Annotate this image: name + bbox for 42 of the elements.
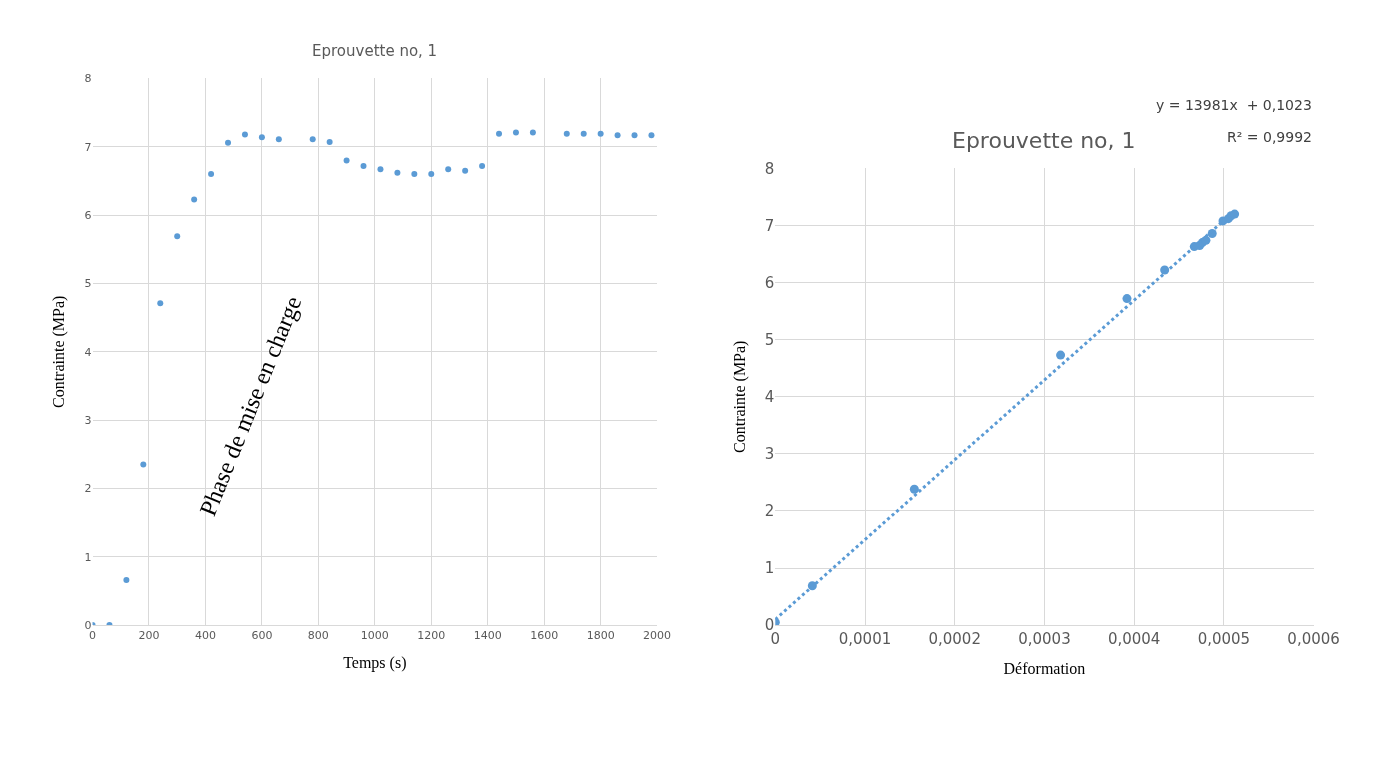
x-tick-label: 0,0001 [838, 630, 892, 649]
y-tick-label: 3 [764, 445, 775, 464]
x-tick-label: 0,0006 [1287, 630, 1340, 649]
y-tick-label: 1 [84, 550, 92, 564]
x-tick-label: 200 [138, 629, 160, 643]
x-tick-label: 600 [251, 629, 273, 643]
y-tick-label: 8 [764, 159, 775, 178]
chart-title: Eprouvette no, 1 [312, 42, 438, 60]
x-tick-label: 0,0002 [928, 630, 981, 649]
chart-title: Eprouvette no, 1 [952, 128, 1136, 153]
x-tick-label: 1800 [586, 629, 615, 643]
y-tick-label: 4 [84, 345, 92, 359]
y-tick-label: 8 [84, 72, 92, 86]
x-tick-label: 1400 [473, 629, 502, 643]
y-tick-label: 2 [764, 502, 775, 521]
y-tick-label: 4 [764, 388, 775, 407]
y-tick-label: 7 [84, 140, 92, 154]
x-tick-label: 400 [194, 629, 216, 643]
text: R² = 0,9992 [1227, 129, 1312, 145]
y-tick-label: 3 [84, 413, 92, 427]
x-tick-label: 1200 [417, 629, 446, 643]
y-tick-label: 6 [764, 273, 775, 292]
y-axis-title: Contrainte (MPa) [730, 340, 749, 453]
x-axis-title: Déformation [1003, 659, 1086, 677]
x-tick-label: 800 [307, 629, 329, 643]
x-tick-label: 1000 [360, 629, 389, 643]
y-axis-title: Contrainte (MPa) [50, 295, 69, 408]
x-tick-label: 0,0004 [1107, 630, 1161, 649]
annotation: Phase de mise en charge [194, 292, 307, 520]
y-tick-label: 0 [84, 618, 92, 632]
x-tick-label: 1600 [530, 629, 559, 643]
y-tick-label: 2 [84, 482, 92, 496]
text: y = 13981x + 0,1023 [1156, 97, 1312, 113]
x-axis-title: Temps (s) [343, 654, 407, 673]
y-tick-label: 1 [764, 559, 775, 578]
y-tick-label: 6 [84, 208, 92, 222]
x-tick-label: 2000 [643, 629, 672, 643]
x-tick-label: 0,0003 [1018, 630, 1071, 649]
x-tick-label: 0,0005 [1197, 630, 1251, 649]
y-tick-label: 5 [764, 330, 775, 349]
y-tick-label: 5 [84, 277, 92, 291]
y-tick-label: 7 [764, 216, 775, 235]
